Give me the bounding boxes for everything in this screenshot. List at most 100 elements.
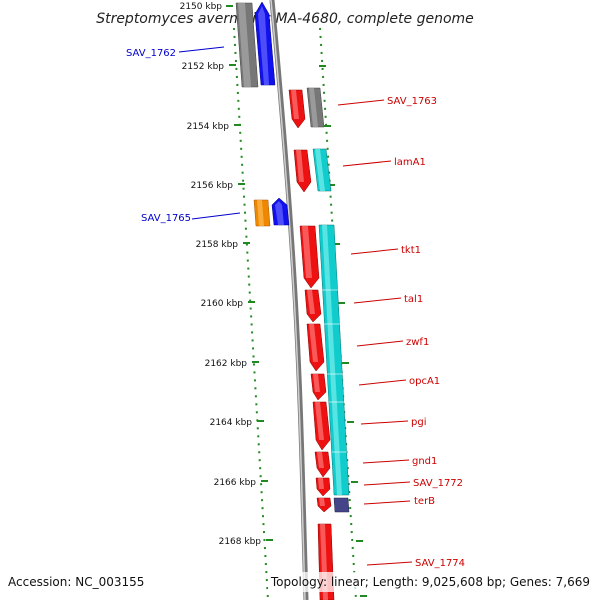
gene-pgi[interactable]	[312, 401, 331, 451]
label-sav-1765[interactable]: SAV_1765	[141, 212, 241, 224]
leader-line	[178, 46, 225, 53]
scale-label: 2164 kbp	[210, 418, 253, 428]
scale-tick	[328, 184, 335, 186]
scale-label: 2168 kbp	[219, 537, 262, 547]
leader-line	[350, 248, 399, 255]
gene-gnd1[interactable]	[314, 451, 331, 478]
scale-tick	[243, 242, 250, 244]
leader-line	[342, 160, 392, 167]
gene-label: tal1	[404, 294, 423, 305]
gene-lama1[interactable]	[293, 149, 312, 193]
scale-label: 2166 kbp	[214, 478, 257, 488]
leader-line	[191, 212, 241, 220]
leader-line	[356, 340, 404, 347]
gene-highlight	[322, 225, 342, 495]
leader-line	[353, 297, 402, 304]
gene-label: gnd1	[412, 456, 437, 467]
gene-blue-1762b[interactable]	[254, 1, 276, 86]
gene-highlight	[302, 226, 312, 278]
gene-label: SAV_1774	[415, 558, 465, 569]
scale-tick	[342, 362, 349, 364]
gene-highlight	[238, 3, 251, 87]
genome-title: Streptomyces avermitilis MA-4680, comple…	[96, 11, 474, 27]
scale-label: 2162 kbp	[205, 359, 248, 369]
gene-highlight	[313, 374, 320, 392]
scale-label: 2156 kbp	[191, 181, 234, 191]
gene-highlight	[317, 452, 324, 468]
gene-highlight	[257, 200, 264, 226]
label-sav-1763[interactable]: SAV_1763	[337, 96, 437, 107]
label-lama1[interactable]: lamA1	[342, 157, 426, 168]
leader-line	[363, 500, 411, 505]
label-sav-1772[interactable]: SAV_1772	[363, 478, 463, 489]
gene-label: tkt1	[401, 245, 421, 256]
scale-tick	[252, 361, 259, 363]
gene-zwf1[interactable]	[306, 323, 325, 372]
gene-highlight	[258, 6, 269, 85]
scale-tick	[257, 420, 264, 422]
scale-tick	[226, 5, 233, 7]
gene-label: pgi	[411, 417, 426, 428]
gene-cyan-lama1b[interactable]	[312, 148, 332, 192]
scale-tick	[238, 183, 245, 185]
gene-sav-1762[interactable]	[235, 2, 259, 88]
leader-line	[363, 481, 411, 486]
leader-line	[366, 561, 413, 566]
gene-label: SAV_1765	[141, 213, 191, 224]
scale-label: 2150 kbp	[180, 2, 223, 12]
leader-line	[337, 99, 385, 106]
scale-tick	[333, 243, 340, 245]
scale-tick	[248, 301, 255, 303]
gene-highlight	[309, 88, 318, 127]
scale-tick	[347, 421, 354, 423]
gene-opca1[interactable]	[310, 373, 327, 401]
gene-label: opcA1	[409, 376, 440, 387]
chromosome-axis-highlight	[270, 0, 306, 600]
scale-label: 2154 kbp	[187, 122, 230, 132]
gene-cyan-operon[interactable]	[318, 224, 350, 496]
label-opca1[interactable]: opcA1	[358, 376, 440, 387]
label-sav-1762[interactable]: SAV_1762	[126, 46, 225, 59]
gene-gray-1763b[interactable]	[306, 87, 325, 128]
gene-label: lamA1	[394, 157, 426, 168]
label-zwf1[interactable]: zwf1	[356, 337, 429, 348]
gene-highlight	[307, 290, 315, 314]
gene-body	[333, 497, 350, 513]
left-track-dots	[233, 27, 269, 600]
gene-tkt1[interactable]	[299, 225, 320, 289]
scale-label: 2158 kbp	[196, 240, 239, 250]
gene-sav-1772[interactable]	[315, 477, 331, 497]
topology-text: Topology: linear; Length: 9,025,608 bp; …	[270, 575, 590, 589]
label-pgi[interactable]: pgi	[360, 417, 426, 428]
scale-tick	[338, 302, 345, 304]
gene-sav-1765[interactable]	[253, 199, 271, 227]
gene-blue-1765b[interactable]	[271, 197, 290, 226]
scale-tick	[351, 481, 358, 483]
scale-label: 2160 kbp	[201, 299, 244, 309]
leader-line	[360, 420, 409, 425]
gene-label: SAV_1772	[413, 478, 463, 489]
gene-purple-terb[interactable]	[333, 497, 350, 513]
label-tkt1[interactable]: tkt1	[350, 245, 421, 256]
label-gnd1[interactable]: gnd1	[362, 456, 437, 467]
scale-label: 2152 kbp	[182, 62, 225, 72]
gene-terb[interactable]	[316, 497, 332, 513]
left-scale: 2150 kbp 2152 kbp 2154 kbp 2156 kbp 2158…	[180, 2, 273, 547]
gene-label: SAV_1762	[126, 48, 176, 59]
scale-tick	[360, 595, 367, 597]
gene-tal1[interactable]	[304, 289, 322, 323]
label-tal1[interactable]: tal1	[353, 294, 423, 305]
label-terb[interactable]: terB	[363, 496, 435, 507]
scale-tick	[266, 539, 273, 541]
gene-highlight	[291, 90, 299, 119]
label-sav-1774[interactable]: SAV_1774	[366, 558, 465, 569]
accession-text: Accession: NC_003155	[8, 575, 144, 589]
leader-line	[358, 379, 407, 386]
scale-tick	[261, 480, 268, 482]
gene-highlight	[319, 498, 325, 506]
gene-sav-1763[interactable]	[288, 89, 306, 129]
chromosome-axis	[269, 0, 309, 600]
gene-label: terB	[414, 496, 435, 507]
gene-highlight	[318, 478, 324, 489]
